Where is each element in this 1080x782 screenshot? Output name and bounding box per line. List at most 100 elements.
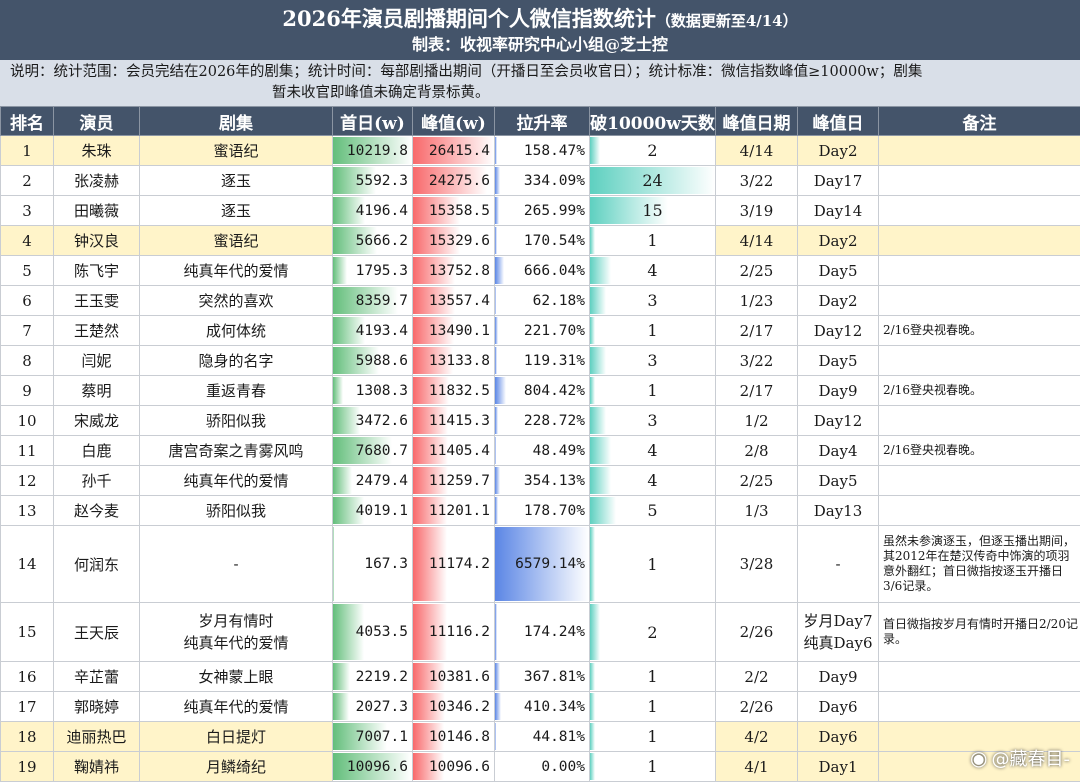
cell-first-day: 3472.6 bbox=[333, 406, 413, 436]
cell-peak: 11405.4 bbox=[413, 436, 495, 466]
cell-peak-value: 11415.3 bbox=[429, 413, 490, 429]
cell-rise-rate-value: 44.81% bbox=[533, 729, 585, 745]
cell-actor: 白鹿 bbox=[54, 436, 140, 466]
col-header-remark: 备注 bbox=[879, 107, 1080, 136]
cell-peak-value: 10146.8 bbox=[429, 729, 490, 745]
cell-remark: 2/16登央视春晚。 bbox=[879, 316, 1080, 346]
cell-days-over: 15 bbox=[590, 196, 716, 226]
cell-peak: 24275.6 bbox=[413, 166, 495, 196]
cell-peak-date: 3/22 bbox=[716, 166, 798, 196]
cell-rise-rate: 221.70% bbox=[495, 316, 590, 346]
cell-drama: 突然的喜欢 bbox=[140, 286, 333, 316]
cell-actor: 张凌赫 bbox=[54, 166, 140, 196]
cell-days-over-bar bbox=[590, 467, 611, 494]
cell-days-over: 24 bbox=[590, 166, 716, 196]
cell-peak: 11259.7 bbox=[413, 466, 495, 496]
cell-rise-rate-bar bbox=[495, 137, 497, 164]
cell-first-day-value: 10219.8 bbox=[347, 143, 408, 159]
cell-first-day: 7007.1 bbox=[333, 722, 413, 752]
col-header-drama: 剧集 bbox=[140, 107, 333, 136]
cell-rise-rate-bar bbox=[495, 227, 497, 254]
cell-actor: 宋威龙 bbox=[54, 406, 140, 436]
cell-first-day: 5592.3 bbox=[333, 166, 413, 196]
cell-rank: 3 bbox=[1, 196, 54, 226]
cell-peak-value: 10346.2 bbox=[429, 699, 490, 715]
cell-first-day: 1308.3 bbox=[333, 376, 413, 406]
cell-rise-rate-bar bbox=[495, 497, 498, 524]
cell-days-over-value: 2 bbox=[647, 141, 657, 160]
cell-remark bbox=[879, 166, 1080, 196]
cell-days-over-value: 3 bbox=[647, 411, 657, 430]
cell-remark bbox=[879, 136, 1080, 166]
cell-peak-day: Day14 bbox=[798, 196, 879, 226]
cell-days-over: 1 bbox=[590, 722, 716, 752]
cell-rise-rate: 48.49% bbox=[495, 436, 590, 466]
cell-peak-value: 24275.6 bbox=[429, 173, 490, 189]
cell-first-day-value: 7680.7 bbox=[356, 443, 408, 459]
cell-days-over-bar bbox=[590, 377, 595, 404]
cell-rise-rate-bar bbox=[495, 693, 501, 720]
cell-rise-rate-value: 178.70% bbox=[524, 503, 585, 519]
cell-peak: 13490.1 bbox=[413, 316, 495, 346]
cell-first-day-value: 2027.3 bbox=[356, 699, 408, 715]
cell-rise-rate-value: 265.99% bbox=[524, 203, 585, 219]
cell-peak-day: Day13 bbox=[798, 496, 879, 526]
cell-rise-rate-bar bbox=[495, 347, 497, 374]
cell-rank: 7 bbox=[1, 316, 54, 346]
cell-days-over-bar bbox=[590, 693, 595, 720]
cell-rank: 10 bbox=[1, 406, 54, 436]
cell-peak: 11116.2 bbox=[413, 603, 495, 662]
cell-drama: 隐身的名字 bbox=[140, 346, 333, 376]
cell-peak-value: 13752.8 bbox=[429, 263, 490, 279]
cell-rise-rate-bar bbox=[495, 317, 498, 344]
cell-peak-day: Day9 bbox=[798, 662, 879, 692]
cell-remark bbox=[879, 286, 1080, 316]
cell-rise-rate-bar bbox=[495, 467, 500, 494]
title-bar: 2026年演员剧播期间个人微信指数统计（数据更新至4/14） 制表：收视率研究中… bbox=[0, 0, 1080, 60]
cell-remark: 虽然未参演逐玉，但逐玉播出期间，其2012年在楚汉传奇中饰演的项羽意外翻红；首日… bbox=[879, 526, 1080, 603]
cell-peak-date: 4/2 bbox=[716, 722, 798, 752]
cell-first-day: 2219.2 bbox=[333, 662, 413, 692]
cell-first-day-value: 2479.4 bbox=[356, 473, 408, 489]
cell-rise-rate-value: 174.24% bbox=[524, 624, 585, 640]
cell-first-day-value: 4019.1 bbox=[356, 503, 408, 519]
col-header-days-over: 破10000w天数 bbox=[590, 107, 716, 136]
cell-actor: 王天辰 bbox=[54, 603, 140, 662]
cell-first-day: 10096.6 bbox=[333, 752, 413, 782]
cell-rise-rate: 178.70% bbox=[495, 496, 590, 526]
cell-peak-date: 2/17 bbox=[716, 376, 798, 406]
cell-peak-value: 11832.5 bbox=[429, 383, 490, 399]
cell-peak: 11415.3 bbox=[413, 406, 495, 436]
cell-rise-rate-bar bbox=[495, 287, 496, 314]
cell-peak-date: 3/22 bbox=[716, 346, 798, 376]
cell-days-over: 1 bbox=[590, 226, 716, 256]
cell-rise-rate-bar bbox=[495, 197, 499, 224]
cell-peak: 10381.6 bbox=[413, 662, 495, 692]
cell-first-day-bar bbox=[333, 527, 334, 601]
cell-days-over-bar bbox=[590, 604, 600, 660]
cell-rank: 2 bbox=[1, 166, 54, 196]
cell-rise-rate-value: 666.04% bbox=[524, 263, 585, 279]
cell-days-over-value: 1 bbox=[647, 381, 657, 400]
cell-rise-rate-value: 0.00% bbox=[541, 759, 585, 775]
cell-first-day-value: 10096.6 bbox=[347, 759, 408, 775]
cell-peak: 15329.6 bbox=[413, 226, 495, 256]
cell-peak-day: Day17 bbox=[798, 166, 879, 196]
cell-rise-rate-bar bbox=[495, 407, 498, 434]
cell-peak-value: 11174.2 bbox=[429, 556, 490, 572]
table-header-row: 排名 演员 剧集 首日(w) 峰值(w) 拉升率 破10000w天数 峰值日期 … bbox=[1, 107, 1080, 136]
title-update-note: （数据更新至4/14） bbox=[656, 12, 798, 30]
cell-rise-rate-value: 170.54% bbox=[524, 233, 585, 249]
page-title: 2026年演员剧播期间个人微信指数统计（数据更新至4/14） bbox=[0, 5, 1080, 35]
page-subtitle: 制表：收视率研究中心小组@芝士控 bbox=[0, 33, 1080, 57]
cell-rise-rate: 158.47% bbox=[495, 136, 590, 166]
cell-first-day: 1795.3 bbox=[333, 256, 413, 286]
cell-peak: 13557.4 bbox=[413, 286, 495, 316]
cell-drama: 逐玉 bbox=[140, 196, 333, 226]
cell-first-day-value: 8359.7 bbox=[356, 293, 408, 309]
cell-rise-rate-value: 804.42% bbox=[524, 383, 585, 399]
